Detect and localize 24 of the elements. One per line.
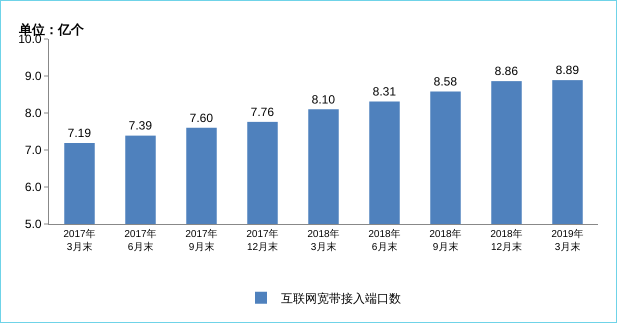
y-tick-label: 8.0 — [24, 106, 42, 120]
data-label: 7.19 — [68, 126, 92, 140]
x-tick-label: 2017年 6月末 — [124, 228, 157, 253]
data-label: 8.89 — [556, 63, 580, 78]
x-tick-label: 2017年 3月末 — [63, 228, 96, 253]
y-tick-label: 7.0 — [24, 143, 42, 158]
x-tick-label: 2019年 3月末 — [551, 228, 584, 253]
x-tick-label: 2017年 12月末 — [246, 228, 279, 253]
y-tick-label: 6.0 — [24, 180, 42, 194]
x-tick-label: 2017年 9月末 — [185, 228, 218, 253]
data-label: 7.39 — [128, 118, 152, 133]
x-tick-label: 2018年 12月末 — [490, 228, 523, 253]
data-label: 7.76 — [250, 104, 274, 119]
x-tick-label: 2018年 3月末 — [307, 228, 340, 253]
x-tick-label: 2018年 6月末 — [368, 228, 401, 253]
data-label: 8.31 — [372, 84, 396, 99]
data-label: 7.60 — [190, 110, 214, 125]
legend-label: 互联网宽带接入端口数 — [281, 291, 401, 306]
data-label: 8.58 — [434, 74, 458, 89]
y-tick-label: 5.0 — [24, 217, 42, 232]
y-tick-label: 9.0 — [24, 69, 42, 84]
data-label: 8.10 — [312, 92, 336, 106]
x-tick-label: 2018年 9月末 — [429, 228, 462, 253]
data-label: 8.86 — [494, 64, 518, 78]
